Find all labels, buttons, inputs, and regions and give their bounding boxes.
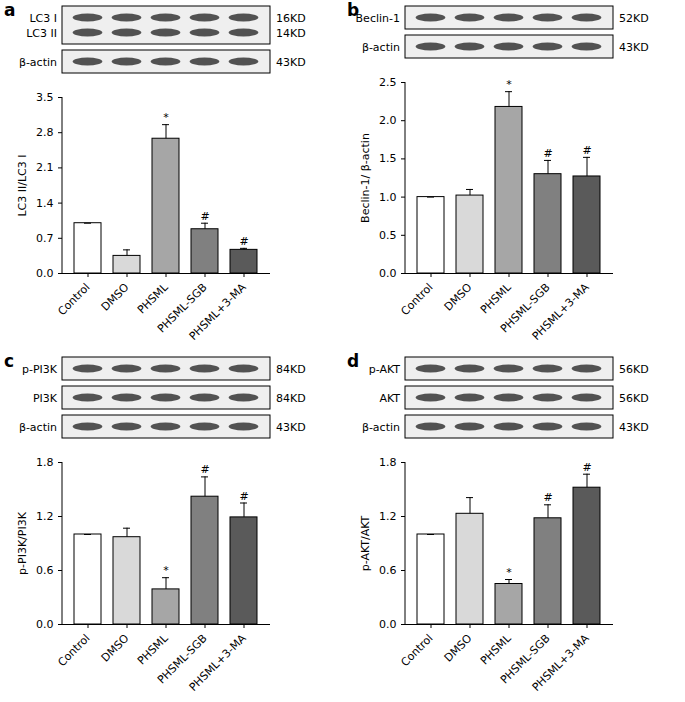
svg-text:16KD: 16KD: [276, 12, 306, 25]
svg-text:2.8: 2.8: [36, 126, 54, 139]
svg-text:1.0: 1.0: [379, 191, 397, 204]
html-text:b: b: [347, 0, 360, 20]
html-text:a: a: [4, 0, 16, 20]
svg-text:#: #: [582, 144, 591, 157]
svg-text:PHSML+3-MA: PHSML+3-MA: [187, 631, 249, 693]
svg-text:Beclin-1/ β-actin: Beclin-1/ β-actin: [359, 133, 372, 223]
svg-text:PHSML-SGB: PHSML-SGB: [154, 280, 210, 336]
svg-text:Control: Control: [398, 632, 435, 669]
svg-text:#: #: [543, 491, 552, 504]
svg-text:LC3 I: LC3 I: [29, 12, 57, 25]
svg-text:PHSML: PHSML: [135, 280, 171, 316]
svg-text:43KD: 43KD: [619, 421, 649, 434]
svg-text:1.8: 1.8: [36, 456, 54, 469]
svg-text:Control: Control: [398, 281, 435, 318]
svg-text:PHSML+3-MA: PHSML+3-MA: [530, 631, 592, 693]
svg-text:43KD: 43KD: [619, 41, 649, 54]
svg-text:β-actin: β-actin: [362, 41, 400, 54]
svg-text:#: #: [200, 210, 209, 223]
svg-text:Control: Control: [55, 632, 92, 669]
svg-text:0.0: 0.0: [36, 618, 54, 631]
svg-text:β-actin: β-actin: [19, 56, 57, 69]
svg-text:1.2: 1.2: [379, 510, 397, 523]
svg-text:0.0: 0.0: [379, 267, 397, 280]
svg-text:LC3 II/LC3 I: LC3 II/LC3 I: [16, 154, 29, 216]
svg-text:p-AKT: p-AKT: [369, 363, 401, 376]
svg-text:DMSO: DMSO: [442, 281, 475, 314]
svg-text:#: #: [543, 147, 552, 160]
svg-text:PHSML: PHSML: [135, 631, 171, 667]
svg-text:84KD: 84KD: [276, 392, 306, 405]
svg-text:PHSML-SGB: PHSML-SGB: [497, 280, 553, 336]
svg-text:PHSML+3-MA: PHSML+3-MA: [530, 280, 592, 342]
svg-text:0.6: 0.6: [379, 564, 397, 577]
svg-text:1.8: 1.8: [379, 456, 397, 469]
svg-text:LC3 II: LC3 II: [26, 27, 57, 40]
svg-text:β-actin: β-actin: [362, 421, 400, 434]
svg-text:*: *: [163, 111, 169, 124]
svg-text:0.5: 0.5: [379, 229, 397, 242]
svg-text:14KD: 14KD: [276, 27, 306, 40]
svg-text:PHSML+3-MA: PHSML+3-MA: [187, 280, 249, 342]
html-text:d: d: [347, 351, 360, 371]
svg-text:3.5: 3.5: [36, 91, 54, 104]
svg-text:#: #: [582, 461, 591, 474]
svg-text:0.0: 0.0: [379, 618, 397, 631]
svg-text:*: *: [163, 564, 169, 577]
svg-text:56KD: 56KD: [619, 363, 649, 376]
svg-text:56KD: 56KD: [619, 392, 649, 405]
svg-text:DMSO: DMSO: [99, 281, 132, 314]
svg-text:*: *: [506, 566, 512, 579]
svg-text:0.6: 0.6: [36, 564, 54, 577]
svg-text:0.0: 0.0: [36, 267, 54, 280]
svg-text:DMSO: DMSO: [99, 632, 132, 665]
svg-text:PHSML-SGB: PHSML-SGB: [497, 631, 553, 687]
svg-text:Beclin-1: Beclin-1: [356, 12, 400, 25]
svg-text:Control: Control: [55, 281, 92, 318]
svg-text:*: *: [506, 78, 512, 91]
svg-text:DMSO: DMSO: [442, 632, 475, 665]
svg-text:2.0: 2.0: [379, 114, 397, 127]
svg-text:0.7: 0.7: [36, 232, 54, 245]
svg-text:#: #: [200, 463, 209, 476]
svg-text:β-actin: β-actin: [19, 421, 57, 434]
html-text:c: c: [4, 351, 15, 371]
svg-text:PI3K: PI3K: [33, 392, 58, 405]
svg-text:p-PI3K: p-PI3K: [22, 363, 58, 376]
svg-text:43KD: 43KD: [276, 56, 306, 69]
svg-text:PHSML-SGB: PHSML-SGB: [154, 631, 210, 687]
svg-text:2.1: 2.1: [36, 161, 54, 174]
svg-text:43KD: 43KD: [276, 421, 306, 434]
svg-text:2.5: 2.5: [379, 76, 397, 89]
svg-text:p-PI3K/PI3K: p-PI3K/PI3K: [16, 511, 29, 575]
svg-text:p-AKT/AKT: p-AKT/AKT: [359, 515, 372, 571]
svg-text:1.2: 1.2: [36, 510, 54, 523]
svg-text:#: #: [239, 235, 248, 248]
svg-text:PHSML: PHSML: [478, 280, 514, 316]
svg-text:84KD: 84KD: [276, 363, 306, 376]
svg-text:52KD: 52KD: [619, 12, 649, 25]
svg-text:1.4: 1.4: [36, 197, 54, 210]
svg-text:AKT: AKT: [379, 392, 400, 405]
svg-text:PHSML: PHSML: [478, 631, 514, 667]
svg-text:#: #: [239, 490, 248, 503]
svg-text:1.5: 1.5: [379, 152, 397, 165]
